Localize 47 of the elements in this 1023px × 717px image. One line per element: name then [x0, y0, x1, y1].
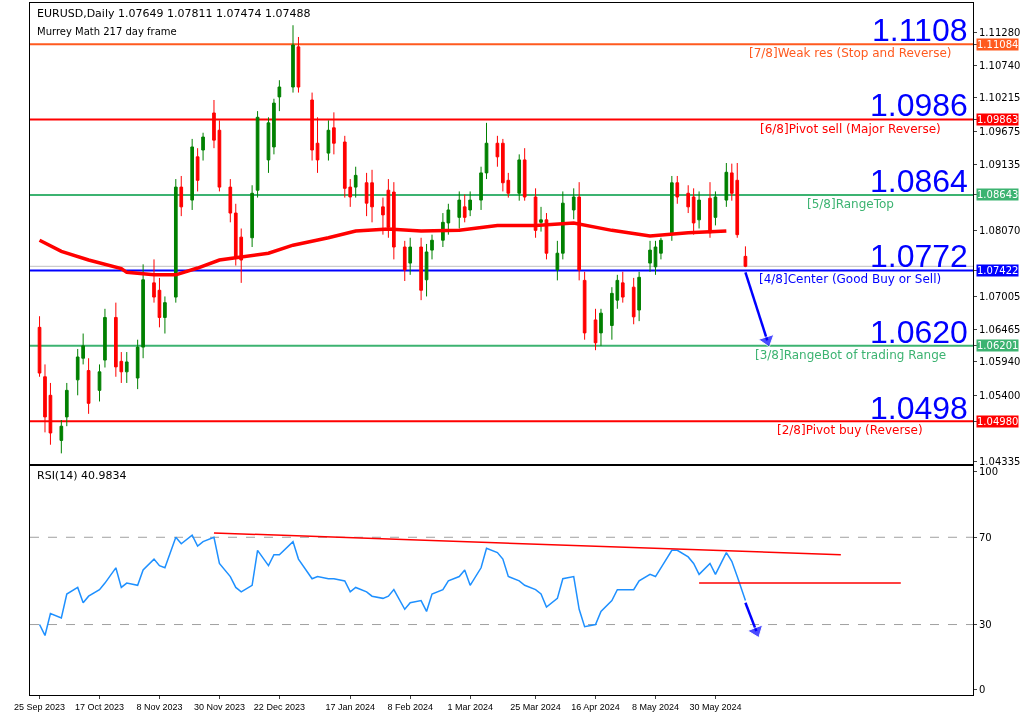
x-tick-label: 17 Jan 2024	[325, 701, 376, 712]
x-tick-label: 30 May 2024	[689, 701, 742, 712]
y-tick-label: 1.04335	[979, 455, 1021, 467]
ref-line-label: [5/8]RangeTop	[807, 197, 894, 211]
text: Murrey Math 217 day frame	[37, 26, 177, 37]
annotation: 1.0864	[870, 163, 968, 199]
y-tick-label: 100	[979, 466, 999, 478]
y-tick-label: 1.10215	[979, 92, 1021, 104]
y-tick-label: 30	[979, 619, 992, 631]
x-tick-label: 8 Feb 2024	[387, 701, 433, 712]
y-tick-label: 1.07005	[979, 290, 1021, 302]
y-tick-label: 1.08643	[977, 189, 1019, 200]
y-tick-label: 70	[979, 531, 992, 543]
x-tick-label: 25 Mar 2024	[510, 701, 561, 712]
ref-line-label: [3/8]RangeBot of trading Range	[755, 348, 947, 362]
y-tick-label: 1.11280	[979, 26, 1021, 38]
x-tick-label: 1 Mar 2024	[447, 701, 493, 712]
annotation: 1.1108	[872, 12, 968, 48]
y-tick-label: 0	[979, 684, 986, 696]
y-tick-label: 1.09863	[977, 114, 1019, 125]
y-tick-label: 1.10740	[979, 59, 1021, 71]
ref-line-label: [7/8]Weak res (Stop and Reverse)	[749, 46, 952, 60]
y-tick-label: 1.07422	[977, 265, 1019, 276]
chart-title: RSI(14) 40.9834	[37, 469, 127, 482]
y-tick-label: 1.09135	[979, 159, 1021, 171]
y-tick-label: 1.05400	[979, 389, 1021, 401]
x-tick-label: 16 Apr 2024	[571, 701, 620, 712]
y-tick-label: 1.06465	[979, 324, 1021, 335]
chart-title: EURUSD,Daily 1.07649 1.07811 1.07474 1.07488	[37, 7, 311, 20]
x-tick-label: 25 Sep 2023	[14, 701, 66, 712]
x-tick-label: 22 Dec 2023	[253, 701, 305, 712]
ref-line-label: [6/8]Pivot sell (Major Reverse)	[760, 122, 941, 136]
y-tick-label: 1.09675	[979, 125, 1021, 137]
y-tick-label: 1.06201	[977, 340, 1019, 351]
x-tick-label: 30 Nov 2023	[193, 701, 245, 712]
x-tick-label: 17 Oct 2023	[74, 701, 125, 712]
ref-line-label: [4/8]Center (Good Buy or Sell)	[759, 272, 942, 286]
y-tick-label: 1.04980	[977, 416, 1019, 427]
annotation: 1.0620	[870, 314, 968, 350]
annotation: 1.0986	[870, 87, 968, 123]
ref-line-label: [2/8]Pivot buy (Reverse)	[777, 423, 923, 437]
x-tick-label: 8 Nov 2023	[136, 701, 183, 712]
x-tick-label: 8 May 2024	[631, 701, 680, 712]
y-tick-label: 1.08070	[979, 224, 1021, 236]
annotation: 1.0772	[870, 238, 968, 274]
y-tick-label: 1.11084	[977, 39, 1019, 50]
y-tick-label: 1.05940	[979, 356, 1021, 368]
